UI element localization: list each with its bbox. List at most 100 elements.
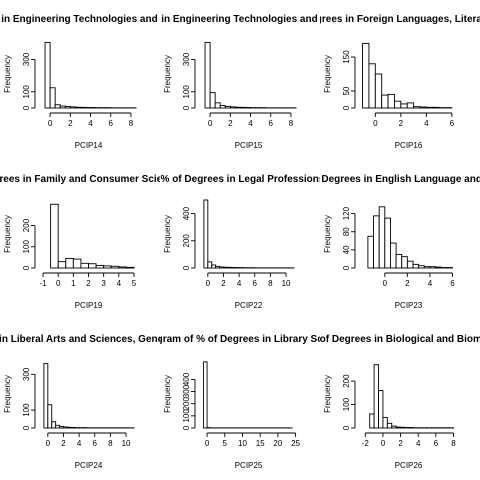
histogram-bar	[224, 105, 231, 109]
histogram-bar	[65, 257, 74, 269]
y-tick-label: 0	[22, 265, 31, 270]
histogram-bar	[70, 427, 76, 429]
y-tick-label: 300	[22, 52, 31, 66]
y-axis-label: Frequency	[3, 215, 12, 253]
x-axis-label: PCIP23	[395, 301, 423, 310]
y-tick-label: 200	[342, 374, 351, 388]
histogram-bar	[47, 404, 53, 429]
histogram-bar	[418, 265, 425, 269]
x-tick-label: 6	[450, 119, 455, 128]
chart-title: Histogram of % of Degrees in Family and …	[0, 174, 268, 185]
x-tick-label: 6	[450, 279, 455, 288]
x-tick-label: 4	[77, 439, 82, 448]
chart-title: Histogram of % of Degrees in Engineering…	[0, 14, 290, 25]
histogram-bar	[204, 41, 211, 109]
x-tick-label: 8	[268, 279, 273, 288]
x-tick-label: 4	[428, 279, 433, 288]
y-tick-label: 100	[342, 397, 351, 411]
histogram-bar	[72, 258, 82, 269]
x-tick-label: 10	[282, 279, 291, 288]
histogram-bar	[368, 63, 376, 109]
y-tick-label: 400	[182, 206, 191, 220]
y-tick-label: 300	[22, 367, 31, 381]
histogram-bar	[203, 361, 208, 429]
y-axis-label: Frequency	[3, 55, 12, 93]
chart-title: Histogram of % of Degrees in English Lan…	[233, 174, 480, 185]
x-axis-label: PCIP14	[75, 141, 103, 150]
y-tick-label: 0	[22, 105, 31, 110]
x-tick-label: -1	[39, 279, 47, 288]
y-tick-label: 0	[342, 265, 351, 270]
x-tick-label: 6	[109, 119, 114, 128]
y-tick-label: 80	[342, 227, 351, 236]
x-tick-label: 15	[256, 439, 265, 448]
histogram-bar	[374, 73, 383, 109]
histogram-bar	[125, 266, 135, 269]
x-tick-label: 20	[273, 439, 282, 448]
histogram-bar	[362, 42, 370, 109]
y-tick-label: 0	[182, 105, 191, 110]
histogram-panel: Histogram of % of Degrees in Engineering…	[0, 14, 290, 150]
histogram-bar	[79, 106, 86, 109]
y-tick-label: 200	[182, 234, 191, 248]
histogram-bar	[43, 363, 49, 429]
y-tick-label: 100	[22, 403, 31, 417]
chart-title: Histogram of % of Degrees in Legal Profe…	[96, 174, 384, 185]
histogram-bar	[219, 105, 226, 109]
histogram-bar	[54, 104, 61, 109]
y-axis-label: Frequency	[163, 375, 172, 413]
y-tick-label: 50	[342, 86, 351, 95]
x-tick-label: 2	[68, 119, 73, 128]
y-axis-label: Frequency	[3, 375, 12, 413]
histogram-bar	[387, 93, 395, 109]
histogram-bar	[395, 426, 402, 429]
histogram-bar	[395, 253, 403, 269]
y-tick-label: 200	[22, 218, 31, 232]
histogram-panel: Histogram of % of Degrees in Biological …	[320, 334, 480, 470]
x-tick-label: 6	[269, 119, 274, 128]
histogram-panel: Histogram of % of Degrees in Engineering…	[160, 14, 320, 150]
x-tick-label: 2	[228, 119, 233, 128]
histogram-bar	[367, 235, 374, 269]
histogram-panel: Histogram of % of Degrees in Liberal Art…	[0, 334, 292, 470]
x-tick-label: 2	[86, 279, 91, 288]
histogram-bar	[51, 421, 57, 429]
y-tick-label: 0	[342, 425, 351, 430]
y-tick-label: 200	[182, 396, 191, 410]
histogram-bar	[103, 265, 112, 269]
x-tick-label: 0	[205, 439, 210, 448]
histogram-bar	[207, 261, 213, 269]
y-tick-label: 100	[182, 85, 191, 99]
x-tick-label: 2	[221, 279, 226, 288]
x-tick-label: 0	[46, 439, 51, 448]
histogram-panel: Histogram of % of Degrees in Library Sci…	[160, 334, 320, 470]
histogram-bar	[406, 102, 415, 109]
x-axis-label: PCIP25	[235, 461, 263, 470]
histogram-bar	[432, 106, 440, 109]
chart-title: Histogram of % of Degrees in Liberal Art…	[0, 334, 292, 345]
histogram-bar	[110, 265, 120, 269]
histogram-bar	[378, 206, 386, 269]
y-tick-label: 300	[182, 52, 191, 66]
histogram-bar	[214, 102, 221, 109]
x-tick-label: 8	[129, 119, 134, 128]
histogram-bar	[378, 390, 384, 429]
y-tick-label: 100	[182, 409, 191, 423]
histogram-bar	[423, 266, 431, 269]
histogram-bar	[215, 265, 221, 269]
x-tick-label: 0	[373, 119, 378, 128]
x-axis-label: PCIP22	[235, 301, 263, 310]
y-tick-label: 100	[22, 240, 31, 254]
x-tick-label: 2	[405, 279, 410, 288]
x-axis-label: PCIP19	[75, 301, 103, 310]
histogram-bar	[63, 426, 68, 429]
y-axis-label: Frequency	[323, 55, 332, 93]
y-tick-label: 0	[182, 265, 191, 270]
x-tick-label: 2	[61, 439, 66, 448]
histogram-bar	[80, 262, 89, 269]
histogram-bar	[435, 266, 442, 269]
histogram-bar	[55, 424, 61, 429]
histogram-bar	[209, 92, 216, 109]
x-tick-label: 6	[434, 439, 439, 448]
histogram-bar	[234, 106, 241, 109]
